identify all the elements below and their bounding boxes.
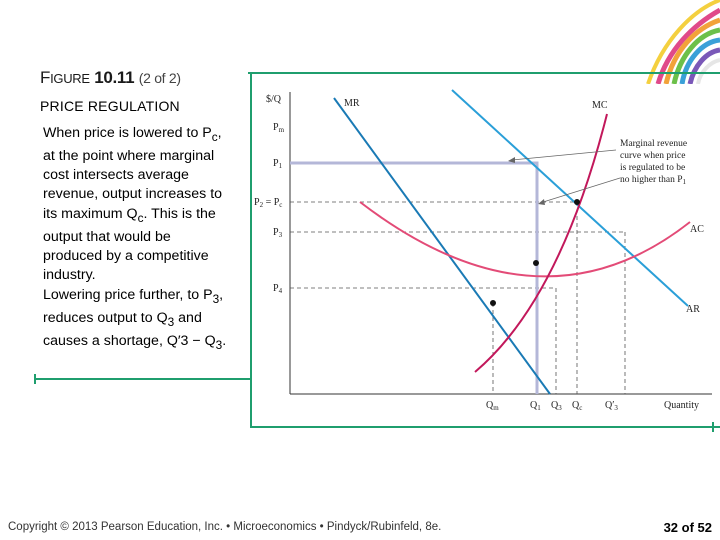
figure-title: FIGURE 10.11 (2 of 2) (40, 68, 181, 88)
frame-left-line (34, 378, 252, 380)
title-number: 10.11 (94, 68, 135, 87)
title-rest: IGURE (50, 71, 90, 86)
x-axis-label: Quantity (664, 400, 699, 411)
title-first-letter: F (40, 68, 51, 87)
annotation-arrow-1 (511, 149, 617, 161)
annotation-arrowhead-2 (538, 199, 545, 205)
figure-subtitle: PRICE REGULATION (40, 98, 180, 114)
frame-left-tick (34, 374, 36, 384)
frame-right-tick (712, 422, 714, 432)
explanation-paragraph-2: Lowering price further, to P3, reduces o… (43, 287, 227, 352)
frame-vertical-line (250, 72, 252, 428)
label-q1: Q1 (530, 400, 541, 412)
label-q3: Q3 (551, 400, 562, 412)
annotation-arrow-2 (539, 177, 621, 204)
label-p4: P4 (273, 283, 283, 295)
annotation-text: Marginal revenue curve when price is reg… (620, 139, 689, 186)
label-p3: P3 (273, 227, 283, 239)
mr-curve (333, 97, 551, 395)
decorative-ribbons (646, 0, 720, 84)
frame-top-line (248, 72, 720, 74)
mc-curve (474, 113, 608, 373)
label-p2-pc: P2 = Pc (254, 197, 282, 209)
label-ac: AC (690, 224, 704, 235)
intersection-point-pc (574, 199, 580, 205)
ar-curve (451, 89, 689, 307)
y-axis-label: $/Q (266, 94, 282, 105)
label-q3-prime: Q′3 (605, 400, 618, 412)
frame-bottom-line (250, 426, 720, 428)
regulated-mr-curve (290, 161, 539, 394)
label-p1: P1 (273, 158, 283, 170)
explanation-paragraph-1: When price is lowered to Pc, at the poin… (43, 125, 223, 284)
label-qm: Qm (486, 400, 499, 412)
label-ar: AR (686, 304, 700, 315)
label-mr: MR (344, 98, 360, 109)
intersection-point-p3 (533, 260, 539, 266)
label-mc: MC (592, 100, 608, 111)
page-number: 32 of 52 (663, 520, 712, 535)
title-part: (2 of 2) (138, 70, 181, 86)
intersection-point-p4 (490, 300, 496, 306)
label-qc: Qc (572, 400, 582, 412)
label-pm: Pm (273, 122, 285, 134)
ac-curve (359, 201, 691, 278)
copyright-footer: Copyright © 2013 Pearson Education, Inc.… (8, 521, 442, 533)
annotation-arrowhead-1 (508, 157, 515, 163)
